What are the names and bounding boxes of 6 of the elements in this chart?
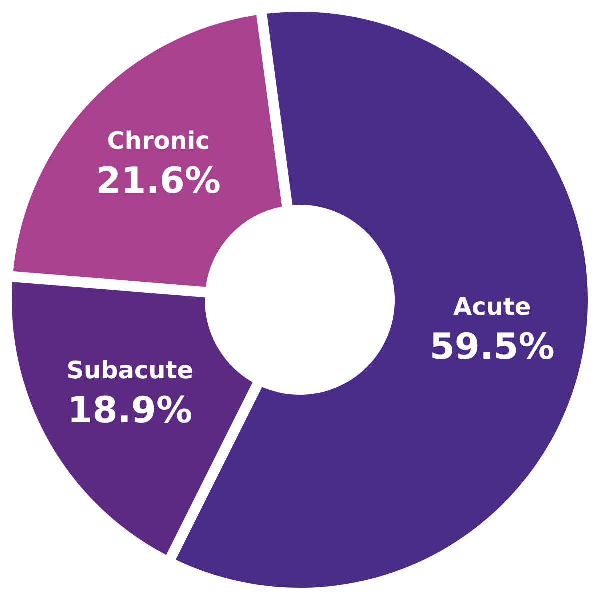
- slice-label: Acute: [454, 293, 532, 322]
- data-label: 59.5%: [430, 327, 555, 368]
- data-label: 18.9%: [68, 390, 193, 432]
- slice-label: Chronic: [107, 126, 210, 155]
- data-label: 21.6%: [96, 160, 222, 202]
- slice-label: Subacute: [66, 356, 194, 385]
